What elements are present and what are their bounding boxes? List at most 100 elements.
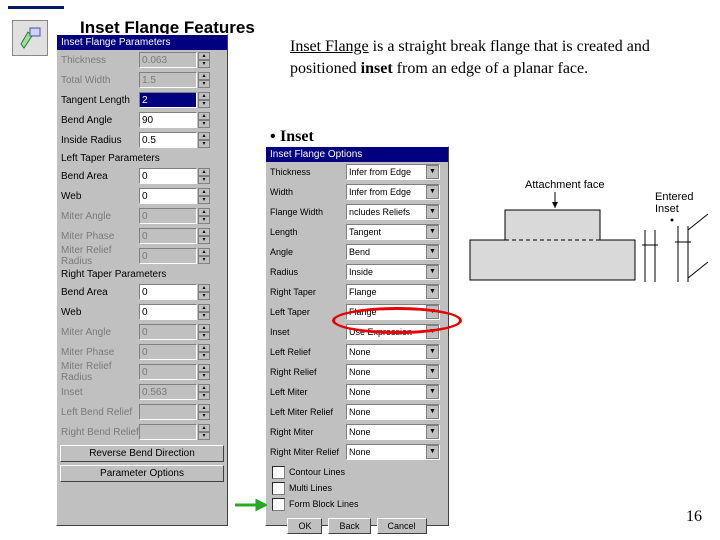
spinner-down-icon[interactable]: ▾ — [198, 352, 210, 360]
option-select[interactable]: ncludes Reliefs▼ — [346, 204, 440, 220]
reverse-bend-button[interactable]: Reverse Bend Direction — [60, 445, 224, 462]
spinner-up-icon[interactable]: ▴ — [198, 364, 210, 372]
spinner-up-icon[interactable]: ▴ — [198, 384, 210, 392]
checkbox[interactable] — [272, 482, 285, 495]
tool-icon — [12, 20, 48, 56]
option-select[interactable]: Use Expression▼ — [346, 324, 440, 340]
param-input[interactable] — [139, 132, 197, 148]
param-input[interactable] — [139, 112, 197, 128]
spinner-up-icon[interactable]: ▴ — [198, 248, 210, 256]
checkbox[interactable] — [272, 498, 285, 511]
bottom-row: Inset▴▾ — [57, 382, 227, 402]
spinner-up-icon[interactable]: ▴ — [198, 208, 210, 216]
option-select[interactable]: Infer from Edge▼ — [346, 184, 440, 200]
option-select[interactable]: Inside▼ — [346, 264, 440, 280]
option-select[interactable]: Flange▼ — [346, 284, 440, 300]
spinner-up-icon[interactable]: ▴ — [198, 92, 210, 100]
spinner-down-icon[interactable]: ▾ — [198, 216, 210, 224]
spinner-up-icon[interactable]: ▴ — [198, 344, 210, 352]
checkbox[interactable] — [272, 466, 285, 479]
spinner-down-icon[interactable]: ▾ — [198, 412, 210, 420]
option-select[interactable]: Bend▼ — [346, 244, 440, 260]
spinner-down-icon[interactable]: ▾ — [198, 392, 210, 400]
cancel-button[interactable]: Cancel — [377, 518, 427, 534]
left-taper-input[interactable] — [139, 188, 197, 204]
param-label: Inside Radius — [61, 135, 139, 146]
option-select[interactable]: None▼ — [346, 364, 440, 380]
right-taper-label: Miter Relief Radius — [61, 361, 139, 383]
chevron-down-icon[interactable]: ▼ — [426, 325, 439, 339]
parameter-options-button[interactable]: Parameter Options — [60, 465, 224, 482]
option-label: Left Taper — [270, 307, 346, 317]
option-select[interactable]: None▼ — [346, 404, 440, 420]
bottom-label: Right Bend Relief — [61, 427, 139, 438]
left-taper-row: Miter Phase▴▾ — [57, 226, 227, 246]
spinner-down-icon[interactable]: ▾ — [198, 312, 210, 320]
ok-button[interactable]: OK — [287, 518, 322, 534]
right-taper-label: Miter Phase — [61, 347, 139, 358]
chevron-down-icon[interactable]: ▼ — [426, 165, 439, 179]
chevron-down-icon[interactable]: ▼ — [426, 305, 439, 319]
spinner-up-icon[interactable]: ▴ — [198, 52, 210, 60]
chevron-down-icon[interactable]: ▼ — [426, 245, 439, 259]
chevron-down-icon[interactable]: ▼ — [426, 425, 439, 439]
option-select[interactable]: Infer from Edge▼ — [346, 164, 440, 180]
option-row: Left TaperFlange▼ — [266, 302, 448, 322]
spinner-up-icon[interactable]: ▴ — [198, 168, 210, 176]
right-taper-input[interactable] — [139, 304, 197, 320]
chevron-down-icon[interactable]: ▼ — [426, 225, 439, 239]
spinner-up-icon[interactable]: ▴ — [198, 112, 210, 120]
spinner-down-icon[interactable]: ▾ — [198, 100, 210, 108]
spinner-down-icon[interactable]: ▾ — [198, 60, 210, 68]
spinner-up-icon[interactable]: ▴ — [198, 404, 210, 412]
spinner-down-icon[interactable]: ▾ — [198, 372, 210, 380]
option-row: Right Miter ReliefNone▼ — [266, 442, 448, 462]
spinner-down-icon[interactable]: ▾ — [198, 196, 210, 204]
param-input[interactable] — [139, 92, 197, 108]
spinner-up-icon[interactable]: ▴ — [198, 72, 210, 80]
option-select[interactable]: Flange▼ — [346, 304, 440, 320]
spinner-down-icon[interactable]: ▾ — [198, 80, 210, 88]
chevron-down-icon[interactable]: ▼ — [426, 365, 439, 379]
chevron-down-icon[interactable]: ▼ — [426, 445, 439, 459]
option-label: Thickness — [270, 167, 346, 177]
spinner-down-icon[interactable]: ▾ — [198, 236, 210, 244]
right-taper-row: Web▴▾ — [57, 302, 227, 322]
param-input — [139, 72, 197, 88]
spinner-up-icon[interactable]: ▴ — [198, 424, 210, 432]
chevron-down-icon[interactable]: ▼ — [426, 265, 439, 279]
option-select[interactable]: Tangent▼ — [346, 224, 440, 240]
spinner-up-icon[interactable]: ▴ — [198, 188, 210, 196]
spinner-down-icon[interactable]: ▾ — [198, 332, 210, 340]
right-taper-input[interactable] — [139, 284, 197, 300]
spinner-down-icon[interactable]: ▾ — [198, 256, 210, 264]
chevron-down-icon[interactable]: ▼ — [426, 405, 439, 419]
spinner-up-icon[interactable]: ▴ — [198, 284, 210, 292]
chevron-down-icon[interactable]: ▼ — [426, 345, 439, 359]
spinner-up-icon[interactable]: ▴ — [198, 304, 210, 312]
inset-diagram: Attachment face Entered Inset — [460, 170, 710, 300]
spinner-up-icon[interactable]: ▴ — [198, 324, 210, 332]
option-label: Right Miter — [270, 427, 346, 437]
spinner-up-icon[interactable]: ▴ — [198, 228, 210, 236]
right-taper-row: Bend Area▴▾ — [57, 282, 227, 302]
option-label: Left Miter Relief — [270, 407, 346, 417]
spinner-down-icon[interactable]: ▾ — [198, 292, 210, 300]
option-select[interactable]: None▼ — [346, 424, 440, 440]
option-select[interactable]: None▼ — [346, 444, 440, 460]
callout-arrow-icon — [233, 498, 267, 512]
option-row: Left MiterNone▼ — [266, 382, 448, 402]
back-button[interactable]: Back — [328, 518, 370, 534]
spinner-up-icon[interactable]: ▴ — [198, 132, 210, 140]
option-select[interactable]: None▼ — [346, 344, 440, 360]
chevron-down-icon[interactable]: ▼ — [426, 285, 439, 299]
option-select[interactable]: None▼ — [346, 384, 440, 400]
spinner-down-icon[interactable]: ▾ — [198, 140, 210, 148]
spinner-down-icon[interactable]: ▾ — [198, 432, 210, 440]
left-taper-input[interactable] — [139, 168, 197, 184]
chevron-down-icon[interactable]: ▼ — [426, 205, 439, 219]
chevron-down-icon[interactable]: ▼ — [426, 385, 439, 399]
spinner-down-icon[interactable]: ▾ — [198, 120, 210, 128]
spinner-down-icon[interactable]: ▾ — [198, 176, 210, 184]
chevron-down-icon[interactable]: ▼ — [426, 185, 439, 199]
